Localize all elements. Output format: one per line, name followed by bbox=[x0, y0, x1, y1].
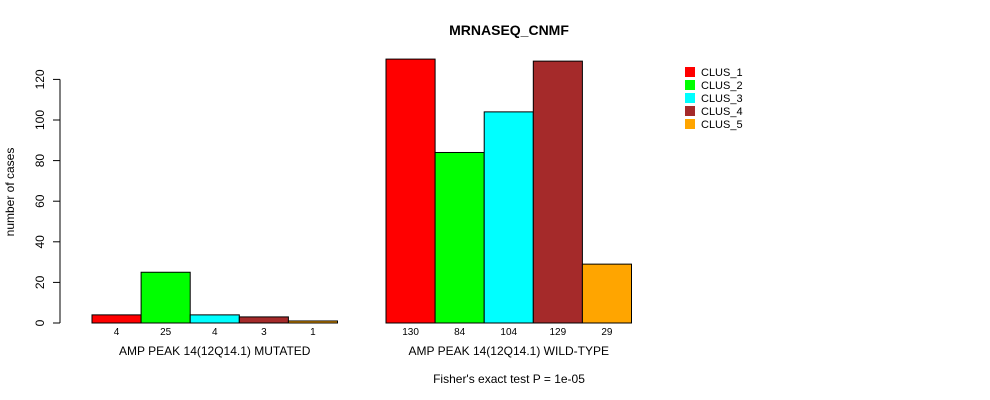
legend-swatch bbox=[685, 119, 695, 129]
y-tick-label: 0 bbox=[33, 319, 47, 326]
bar-value-label: 4 bbox=[114, 327, 120, 338]
bars bbox=[91, 58, 633, 324]
legend-swatch bbox=[685, 67, 695, 77]
bar-value-label: 29 bbox=[601, 327, 613, 338]
bar-clus-2 bbox=[140, 271, 191, 324]
chart-title: MRNASEQ_CNMF bbox=[449, 22, 569, 38]
bar-value-label: 129 bbox=[550, 327, 567, 338]
bar-value-label: 25 bbox=[160, 327, 172, 338]
legend-label: CLUS_1 bbox=[701, 67, 743, 79]
legend-swatch bbox=[685, 93, 695, 103]
legend-label: CLUS_2 bbox=[701, 80, 743, 92]
footnote: Fisher's exact test P = 1e-05 bbox=[433, 372, 585, 386]
bar-clus-3 bbox=[483, 111, 534, 324]
bar-clus-4 bbox=[532, 60, 583, 324]
y-tick-label: 40 bbox=[33, 235, 47, 249]
bar-value-label: 1 bbox=[310, 327, 316, 338]
bar-value-label: 3 bbox=[261, 327, 267, 338]
bar-clus-5 bbox=[287, 320, 338, 324]
y-axis: 0 20 40 60 80 100 120 bbox=[33, 69, 61, 326]
bar-clus-4 bbox=[238, 316, 289, 324]
legend-swatch bbox=[685, 80, 695, 90]
legend-label: CLUS_3 bbox=[701, 93, 743, 105]
legend-label: CLUS_4 bbox=[701, 106, 743, 118]
value-labels: 4 25 4 3 1 130 84 104 129 29 bbox=[114, 327, 613, 338]
bar-value-label: 4 bbox=[212, 327, 218, 338]
y-axis-label: number of cases bbox=[3, 148, 17, 237]
bar-clus-1 bbox=[385, 58, 436, 324]
bar-clus-3 bbox=[189, 314, 240, 324]
bar-clus-1 bbox=[91, 314, 142, 324]
bar-clus-5 bbox=[581, 263, 633, 324]
legend-label: CLUS_5 bbox=[701, 119, 743, 131]
bar-value-label: 84 bbox=[454, 327, 466, 338]
bar-clus-2 bbox=[434, 151, 485, 324]
y-tick-label: 60 bbox=[33, 194, 47, 208]
y-tick-label: 80 bbox=[33, 154, 47, 168]
legend-swatch bbox=[685, 106, 695, 116]
y-tick-label: 100 bbox=[33, 110, 47, 130]
bar-value-label: 104 bbox=[500, 327, 517, 338]
group-label: AMP PEAK 14(12Q14.1) WILD-TYPE bbox=[408, 344, 609, 358]
y-tick-label: 20 bbox=[33, 275, 47, 289]
group-label: AMP PEAK 14(12Q14.1) MUTATED bbox=[119, 344, 311, 358]
group-labels: AMP PEAK 14(12Q14.1) MUTATED AMP PEAK 14(… bbox=[119, 344, 609, 358]
y-tick-label: 120 bbox=[33, 69, 47, 89]
bar-value-label: 130 bbox=[402, 327, 419, 338]
